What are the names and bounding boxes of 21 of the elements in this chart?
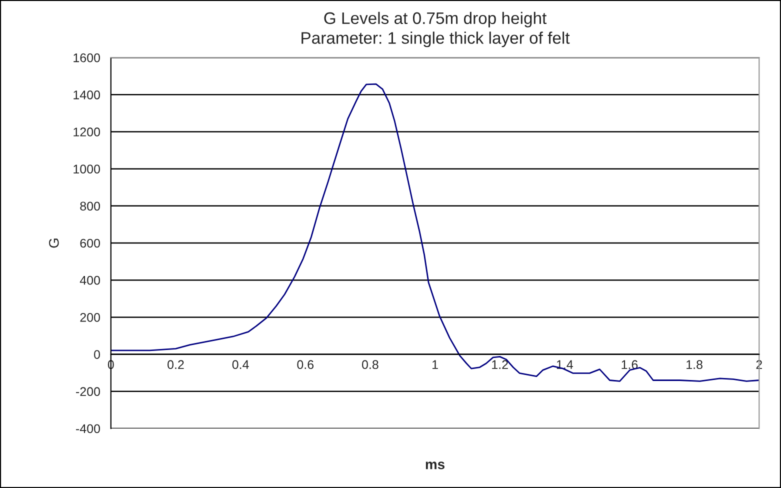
y-tick-label: 600 xyxy=(80,238,100,248)
y-tick-label: -200 xyxy=(76,387,100,396)
x-tick-label: 0.8 xyxy=(362,360,378,370)
y-tick-label: 400 xyxy=(80,276,100,285)
y-tick-label: 1200 xyxy=(74,128,100,136)
y-axis-title: G xyxy=(48,238,59,248)
x-tick-label: 1.8 xyxy=(686,360,702,370)
y-tick-label: 200 xyxy=(80,313,100,322)
y-tick-label: 1400 xyxy=(74,90,100,100)
x-tick-label: 1.2 xyxy=(492,360,508,369)
x-tick-label: 0.4 xyxy=(232,360,249,370)
x-tick-label: 1 xyxy=(432,360,438,369)
x-tick-label: 0.2 xyxy=(168,360,184,370)
chart-title: G Levels at 0.75m drop height Parameter: 1 single thick layer of felt xyxy=(302,12,570,48)
x-axis-title: ms xyxy=(426,462,444,470)
y-tick-label: 1000 xyxy=(74,164,100,174)
x-tick-label: 0.6 xyxy=(297,360,314,370)
y-tick-label: -400 xyxy=(76,424,100,434)
y-tick-label: 0 xyxy=(94,350,100,359)
y-tick-label: 800 xyxy=(80,202,100,211)
y-tick-label: 1600 xyxy=(74,53,100,62)
